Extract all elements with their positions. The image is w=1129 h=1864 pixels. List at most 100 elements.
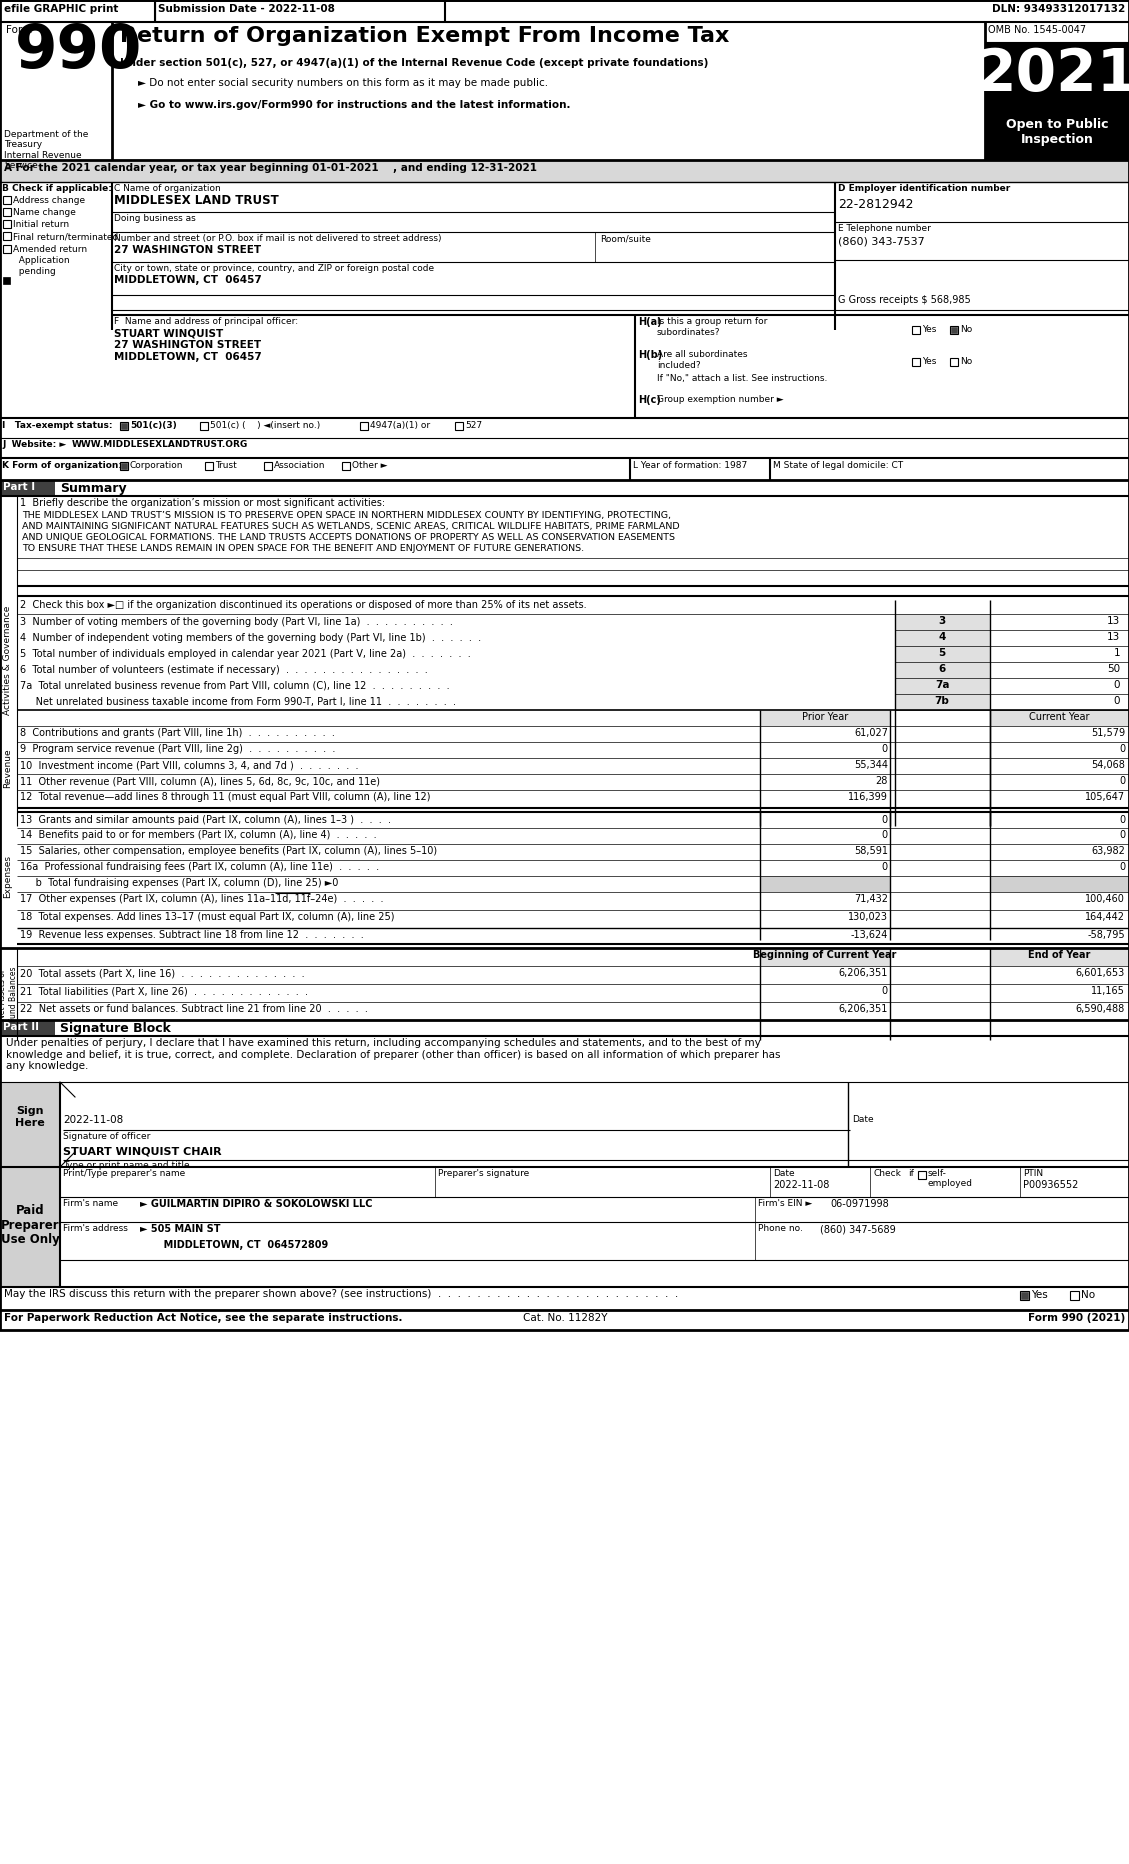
Text: Preparer's signature: Preparer's signature	[438, 1169, 530, 1178]
Text: 06-0971998: 06-0971998	[830, 1199, 889, 1210]
Text: 501(c)(3): 501(c)(3)	[130, 421, 177, 431]
Bar	[949, 358, 959, 365]
Text: 4  Number of independent voting members of the governing body (Part VI, line 1b): 4 Number of independent voting members o…	[20, 634, 481, 643]
Text: 9  Program service revenue (Part VIII, line 2g)  .  .  .  .  .  .  .  .  .  .: 9 Program service revenue (Part VIII, li…	[20, 744, 335, 755]
Text: Final return/terminated: Final return/terminated	[14, 231, 119, 240]
Text: 0: 0	[882, 861, 889, 872]
Text: 13: 13	[1106, 632, 1120, 641]
Text: 50: 50	[1106, 664, 1120, 675]
Text: 11,165: 11,165	[1091, 986, 1124, 995]
Bar	[895, 613, 990, 630]
Text: Signature of officer: Signature of officer	[63, 1131, 150, 1141]
Bar	[121, 423, 126, 429]
Bar	[0, 949, 17, 1040]
Bar	[3, 278, 10, 283]
Text: 0: 0	[1119, 744, 1124, 755]
Text: F  Name and address of principal officer:: F Name and address of principal officer:	[114, 317, 298, 326]
Text: 54,068: 54,068	[1091, 761, 1124, 770]
Text: End of Year: End of Year	[1027, 951, 1091, 960]
Bar	[895, 630, 990, 647]
Text: 20  Total assets (Part X, line 16)  .  .  .  .  .  .  .  .  .  .  .  .  .  .: 20 Total assets (Part X, line 16) . . . …	[20, 967, 305, 979]
Bar	[1021, 1292, 1029, 1299]
Text: (860) 347-5689: (860) 347-5689	[820, 1225, 895, 1234]
Text: STUART WINQUIST: STUART WINQUIST	[114, 328, 224, 337]
Bar	[0, 0, 155, 22]
Text: Application: Application	[14, 255, 70, 265]
Text: b  Total fundraising expenses (Part IX, column (D), line 25) ►0: b Total fundraising expenses (Part IX, c…	[20, 878, 339, 887]
Text: Activities & Governance: Activities & Governance	[3, 606, 12, 714]
Text: 8  Contributions and grants (Part VIII, line 1h)  .  .  .  .  .  .  .  .  .  .: 8 Contributions and grants (Part VIII, l…	[20, 729, 335, 738]
Text: Expenses: Expenses	[3, 854, 12, 897]
Text: Submission Date - 2022-11-08: Submission Date - 2022-11-08	[158, 4, 335, 15]
Text: 2022-11-08: 2022-11-08	[63, 1115, 123, 1126]
Text: Are all subordinates: Are all subordinates	[657, 350, 747, 360]
Text: No: No	[960, 324, 972, 334]
Text: Date: Date	[773, 1169, 795, 1178]
Bar	[120, 421, 128, 431]
Text: Is this a group return for: Is this a group return for	[657, 317, 768, 326]
Bar	[3, 196, 10, 203]
Bar	[0, 481, 55, 496]
Bar	[918, 1171, 926, 1180]
Bar	[264, 462, 272, 470]
Text: H(b): H(b)	[638, 350, 663, 360]
Text: MIDDLETOWN, CT  064572809: MIDDLETOWN, CT 064572809	[140, 1240, 329, 1251]
Text: 164,442: 164,442	[1085, 911, 1124, 923]
Text: Net unrelated business taxable income from Form 990-T, Part I, line 11  .  .  . : Net unrelated business taxable income fr…	[20, 697, 456, 706]
Bar	[0, 1167, 60, 1286]
Text: efile GRAPHIC print: efile GRAPHIC print	[5, 4, 119, 15]
Text: Room/suite: Room/suite	[599, 235, 651, 242]
Text: 10  Investment income (Part VIII, columns 3, 4, and 7d )  .  .  .  .  .  .  .: 10 Investment income (Part VIII, columns…	[20, 761, 359, 770]
Text: L Year of formation: 1987: L Year of formation: 1987	[633, 460, 747, 470]
Text: included?: included?	[657, 362, 701, 369]
Text: PTIN: PTIN	[1023, 1169, 1043, 1178]
Bar	[455, 421, 463, 431]
Text: C Name of organization: C Name of organization	[114, 185, 221, 194]
Text: Sign
Here: Sign Here	[15, 1105, 45, 1128]
Bar	[760, 710, 890, 725]
Bar	[0, 710, 17, 826]
Bar	[895, 693, 990, 710]
Text: Amended return: Amended return	[14, 244, 87, 254]
Bar	[342, 462, 350, 470]
Text: Net Assets or
Fund Balances: Net Assets or Fund Balances	[0, 966, 18, 1021]
Text: Corporation: Corporation	[130, 460, 184, 470]
Text: 0: 0	[882, 829, 889, 841]
Text: 17  Other expenses (Part IX, column (A), lines 11a–11d, 11f–24e)  .  .  .  .  .: 17 Other expenses (Part IX, column (A), …	[20, 895, 384, 904]
Text: OMB No. 1545-0047: OMB No. 1545-0047	[988, 24, 1086, 35]
Text: H(a): H(a)	[638, 317, 662, 326]
Text: Part II: Part II	[3, 1021, 40, 1033]
Text: 28: 28	[876, 775, 889, 787]
Bar	[3, 220, 10, 227]
Text: 6,601,653: 6,601,653	[1076, 967, 1124, 979]
Text: Check: Check	[873, 1169, 901, 1178]
Text: Address change: Address change	[14, 196, 85, 205]
Text: Department of the
Treasury
Internal Revenue
Service: Department of the Treasury Internal Reve…	[5, 130, 88, 170]
Text: 12  Total revenue—add lines 8 through 11 (must equal Part VIII, column (A), line: 12 Total revenue—add lines 8 through 11 …	[20, 792, 430, 802]
Text: Initial return: Initial return	[14, 220, 69, 229]
Text: 5: 5	[938, 649, 946, 658]
Bar	[990, 949, 1129, 966]
Text: H(c): H(c)	[638, 395, 660, 404]
Text: MIDDLESEX LAND TRUST: MIDDLESEX LAND TRUST	[114, 194, 279, 207]
Bar	[3, 209, 10, 216]
Bar	[0, 0, 1129, 1331]
Text: Signature Block: Signature Block	[60, 1021, 170, 1035]
Bar	[895, 662, 990, 678]
Text: THE MIDDLESEX LAND TRUST’S MISSION IS TO PRESERVE OPEN SPACE IN NORTHERN MIDDLES: THE MIDDLESEX LAND TRUST’S MISSION IS TO…	[21, 511, 671, 520]
Text: A For the 2021 calendar year, or tax year beginning 01-01-2021    , and ending 1: A For the 2021 calendar year, or tax yea…	[5, 162, 537, 173]
Text: Doing business as: Doing business as	[114, 214, 195, 224]
Bar	[984, 22, 1129, 160]
Text: Prior Year: Prior Year	[802, 712, 848, 721]
Text: 61,027: 61,027	[854, 729, 889, 738]
Text: Number and street (or P.O. box if mail is not delivered to street address): Number and street (or P.O. box if mail i…	[114, 235, 441, 242]
Bar	[205, 462, 213, 470]
Bar	[984, 43, 1129, 114]
Text: 16a  Professional fundraising fees (Part IX, column (A), line 11e)  .  .  .  .  : 16a Professional fundraising fees (Part …	[20, 861, 379, 872]
Text: 0: 0	[882, 744, 889, 755]
Text: ► 505 MAIN ST: ► 505 MAIN ST	[140, 1225, 220, 1234]
Bar	[0, 1020, 55, 1036]
Bar	[3, 244, 10, 252]
Bar	[760, 949, 890, 966]
Text: 2022-11-08: 2022-11-08	[773, 1180, 830, 1189]
